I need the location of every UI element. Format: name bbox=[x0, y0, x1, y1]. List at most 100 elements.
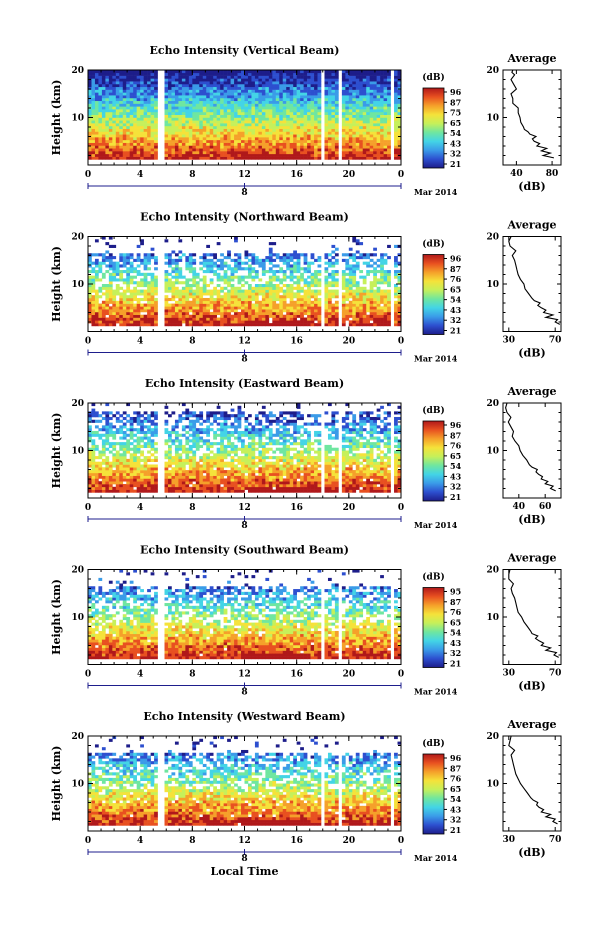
heatmap-cell bbox=[98, 267, 102, 270]
heatmap-cell bbox=[248, 106, 252, 109]
heatmap-cell bbox=[192, 140, 196, 143]
heatmap-cell bbox=[185, 304, 189, 307]
heatmap-cell bbox=[91, 462, 95, 465]
heatmap-cell bbox=[345, 115, 349, 118]
heatmap-cell bbox=[387, 123, 391, 126]
heatmap-cell bbox=[203, 98, 207, 101]
heatmap-cell bbox=[349, 264, 353, 267]
heatmap-cell bbox=[133, 151, 137, 154]
heatmap-cell bbox=[105, 101, 109, 104]
heatmap-cell bbox=[189, 264, 193, 267]
heatmap-cell bbox=[304, 278, 308, 281]
heatmap-cell bbox=[349, 92, 353, 95]
heatmap-cell bbox=[182, 115, 186, 118]
heatmap-cell bbox=[227, 101, 231, 104]
heatmap-cell bbox=[231, 292, 235, 295]
heatmap-cell bbox=[112, 104, 116, 107]
heatmap-cell bbox=[220, 131, 224, 134]
heatmap-cell bbox=[126, 309, 130, 312]
heatmap-cell bbox=[109, 434, 113, 437]
heatmap-cell bbox=[311, 120, 315, 123]
heatmap-cell bbox=[105, 323, 109, 326]
heatmap-cell bbox=[352, 129, 356, 132]
heatmap-cell bbox=[105, 157, 109, 160]
heatmap-cell bbox=[185, 290, 189, 293]
heatmap-cell bbox=[290, 151, 294, 154]
heatmap-cell bbox=[178, 259, 182, 262]
heatmap-cell bbox=[356, 78, 360, 81]
heatmap-cell bbox=[380, 84, 384, 87]
heatmap-cell bbox=[217, 312, 221, 315]
heatmap-cell bbox=[300, 315, 304, 318]
heatmap-cell bbox=[265, 115, 269, 118]
heatmap-cell bbox=[335, 104, 339, 107]
heatmap-cell bbox=[182, 312, 186, 315]
heatmap-cell bbox=[116, 84, 120, 87]
heatmap-cell bbox=[318, 157, 322, 160]
heatmap-cell bbox=[133, 281, 137, 284]
heatmap-cell bbox=[88, 129, 92, 132]
heatmap-cell bbox=[175, 73, 179, 76]
heatmap-cell bbox=[88, 476, 92, 479]
heatmap-cell bbox=[137, 95, 141, 98]
heatmap-cell bbox=[133, 112, 137, 115]
heatmap-cell bbox=[231, 143, 235, 146]
heatmap-cell bbox=[342, 154, 346, 157]
heatmap-cell bbox=[283, 292, 287, 295]
heatmap-cell bbox=[255, 290, 259, 293]
heatmap-cell bbox=[384, 253, 388, 256]
heatmap-cell bbox=[112, 312, 116, 315]
heatmap-cell bbox=[352, 145, 356, 148]
heatmap-cell bbox=[220, 276, 224, 279]
heatmap-cell bbox=[286, 137, 290, 140]
date-label: Mar 2014 bbox=[414, 187, 458, 197]
heatmap-cell bbox=[112, 256, 116, 259]
heatmap-cell bbox=[119, 259, 123, 262]
heatmap-cell bbox=[105, 95, 109, 98]
heatmap-cell bbox=[144, 118, 148, 121]
heatmap-cell bbox=[185, 264, 189, 267]
heatmap-cell bbox=[98, 414, 102, 417]
heatmap-cell bbox=[116, 290, 120, 293]
heatmap-cell bbox=[307, 154, 311, 157]
heatmap-cell bbox=[265, 304, 269, 307]
heatmap-cell bbox=[283, 301, 287, 304]
heatmap-cell bbox=[154, 104, 158, 107]
heatmap-cell bbox=[314, 134, 318, 137]
heatmap-cell bbox=[373, 95, 377, 98]
heatmap-cell bbox=[262, 101, 266, 104]
heatmap-cell bbox=[345, 264, 349, 267]
heatmap-cell bbox=[210, 306, 214, 309]
heatmap-cell bbox=[234, 84, 238, 87]
heatmap-cell bbox=[324, 154, 328, 157]
heatmap-cell bbox=[293, 98, 297, 101]
heatmap-cell bbox=[377, 148, 381, 151]
heatmap-cell bbox=[331, 118, 335, 121]
x-tick-label: 4 bbox=[137, 170, 143, 180]
heatmap-cell bbox=[373, 98, 377, 101]
heatmap-cell bbox=[140, 73, 144, 76]
heatmap-cell bbox=[238, 276, 242, 279]
heatmap-cell bbox=[203, 73, 207, 76]
heatmap-cell bbox=[137, 106, 141, 109]
heatmap-cell bbox=[182, 137, 186, 140]
heatmap-cell bbox=[105, 145, 109, 148]
heatmap-cell bbox=[262, 323, 266, 326]
heatmap-cell bbox=[217, 295, 221, 298]
heatmap-cell bbox=[133, 312, 137, 315]
heatmap-cell bbox=[297, 151, 301, 154]
heatmap-cell bbox=[314, 143, 318, 146]
heatmap-cell bbox=[112, 323, 116, 326]
heatmap-cell bbox=[165, 137, 169, 140]
heatmap-cell bbox=[311, 151, 315, 154]
average-x-tick-label: 70 bbox=[549, 336, 562, 346]
heatmap-cell bbox=[203, 120, 207, 123]
heatmap-cell bbox=[293, 78, 297, 81]
heatmap-cell bbox=[154, 262, 158, 265]
heatmap-cell bbox=[384, 323, 388, 326]
heatmap-cell bbox=[304, 115, 308, 118]
heatmap-cell bbox=[258, 98, 262, 101]
heatmap-cell bbox=[248, 131, 252, 134]
heatmap-cell bbox=[349, 157, 353, 160]
heatmap-cell bbox=[307, 129, 311, 132]
